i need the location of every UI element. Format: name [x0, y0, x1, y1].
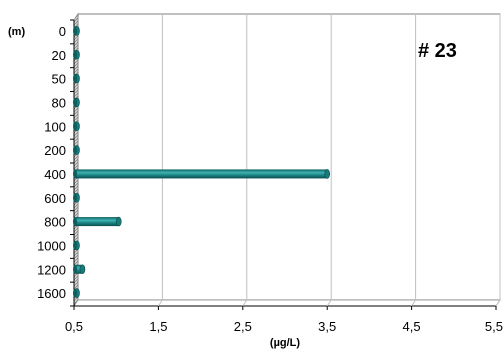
- grid: [157, 14, 501, 307]
- bars: [73, 26, 331, 298]
- floor: [73, 299, 501, 307]
- gridline-floor: [495, 299, 501, 307]
- x-tick-label: 2,5: [234, 319, 252, 334]
- x-axis-unit: (µg/L): [270, 337, 300, 349]
- bar: [73, 121, 80, 132]
- bar: [73, 192, 80, 203]
- y-tick-label: 400: [44, 167, 66, 182]
- bar: [73, 288, 80, 298]
- y-tick-label: 600: [44, 191, 66, 206]
- x-tick-label: 3,5: [318, 319, 336, 334]
- bar: [73, 169, 331, 179]
- y-tick-label: 100: [44, 119, 66, 134]
- x-tick-label: 1,5: [149, 319, 167, 334]
- y-axis-unit: (m): [8, 26, 25, 38]
- x-tick-label: 0,5: [65, 319, 83, 334]
- y-tick-label: 1200: [37, 262, 66, 277]
- x-tick-label: 5,5: [485, 319, 503, 334]
- gridline-floor: [242, 299, 248, 307]
- y-tick-label: 200: [44, 143, 66, 158]
- y-tick-label: 800: [44, 215, 66, 230]
- chart-title: # 23: [418, 40, 457, 62]
- x-tick-label: 4,5: [403, 319, 421, 334]
- y-tick-label: 1000: [37, 238, 66, 253]
- y-tick-labels: 0 20 50 80 100 200 400 600 800 1000 1200 1600: [37, 19, 74, 307]
- bar: [73, 264, 86, 275]
- bar: [73, 49, 80, 60]
- gridline-floor: [157, 299, 163, 307]
- gridline-floor: [326, 299, 332, 307]
- y-tick-label: 20: [52, 48, 66, 63]
- bar: [73, 216, 122, 227]
- gridline-floor: [411, 299, 417, 307]
- y-tick-label: 0: [59, 24, 66, 39]
- bar: [73, 97, 80, 108]
- bar: [73, 240, 80, 251]
- x-tick-labels: 0,5 1,5 2,5 3,5 4,5 5,5: [65, 306, 503, 334]
- y-tick-label: 80: [52, 95, 66, 110]
- y-tick-label: 1600: [37, 286, 66, 301]
- bar: [73, 145, 80, 155]
- bar: [73, 73, 80, 84]
- bar: [73, 26, 80, 36]
- y-tick-label: 50: [52, 72, 66, 87]
